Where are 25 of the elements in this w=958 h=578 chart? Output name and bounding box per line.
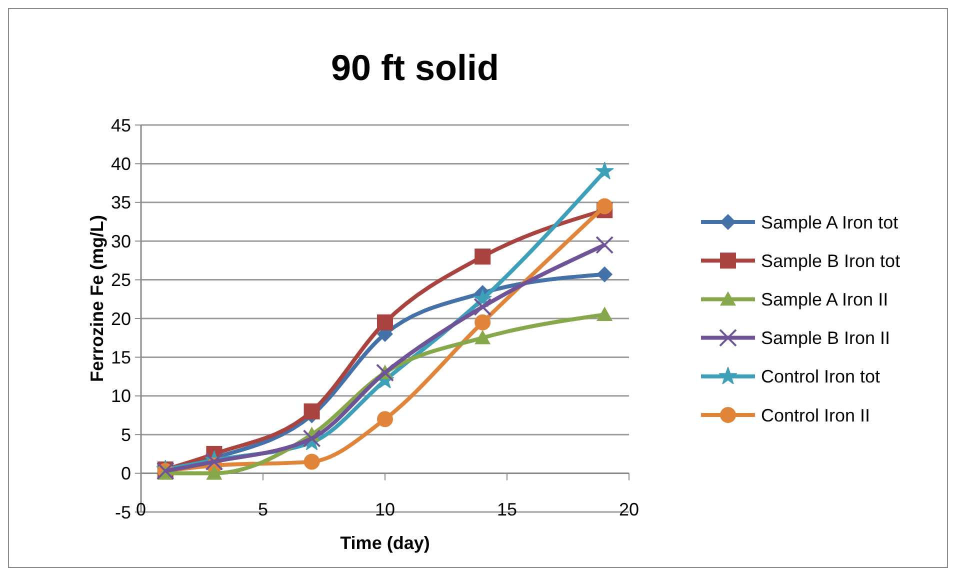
legend-label: Sample A Iron tot bbox=[761, 212, 898, 232]
x-tick-label: 5 bbox=[258, 499, 268, 520]
y-axis-title: Ferrozine Fe (mg/L) bbox=[87, 214, 107, 382]
y-tick-label: 25 bbox=[110, 270, 131, 290]
y-tick-label: -5 bbox=[114, 502, 131, 522]
x-tick-label: 0 bbox=[136, 499, 146, 520]
y-tick-label: 40 bbox=[110, 154, 131, 174]
y-tick-label: 5 bbox=[120, 424, 131, 445]
y-tick-label: 20 bbox=[110, 308, 131, 329]
legend-label: Sample B Iron tot bbox=[761, 250, 900, 271]
chart-title: 90 ft solid bbox=[330, 47, 500, 88]
y-tick-label: 10 bbox=[110, 386, 131, 406]
x-tick-label: 15 bbox=[496, 499, 518, 520]
x-tick-label: 20 bbox=[618, 499, 640, 520]
y-tick-label: 15 bbox=[110, 348, 131, 368]
y-tick-label: 0 bbox=[120, 464, 131, 484]
y-tick-label: 35 bbox=[110, 192, 131, 213]
x-axis-title: Time (day) bbox=[340, 533, 430, 553]
legend-label: Control Iron II bbox=[761, 405, 870, 426]
y-tick-label: 30 bbox=[110, 231, 131, 252]
legend-label: Control Iron tot bbox=[761, 366, 880, 387]
legend-label: Sample B Iron II bbox=[761, 328, 890, 348]
legend-label: Sample A Iron II bbox=[761, 290, 888, 310]
x-tick-label: 10 bbox=[374, 499, 396, 520]
y-tick-label: 45 bbox=[110, 115, 131, 136]
